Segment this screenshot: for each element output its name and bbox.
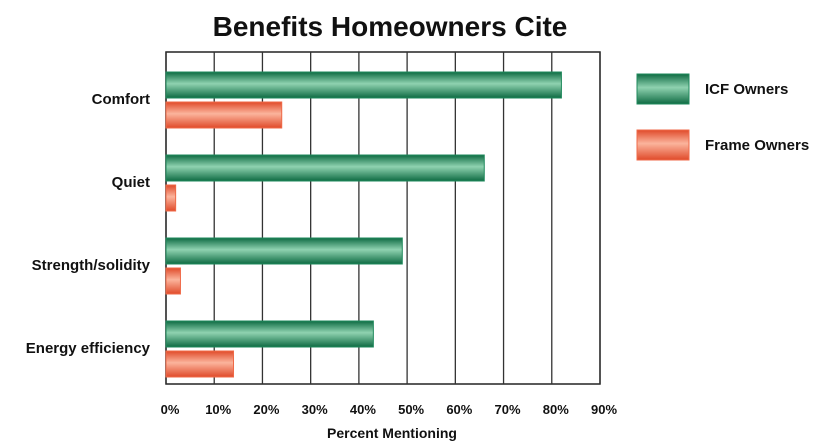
bar-icf-owners (165, 320, 374, 348)
bar-frame-owners (165, 350, 235, 378)
bar-frame-owners (165, 101, 283, 129)
x-tick-label: 40% (350, 402, 376, 417)
x-tick-label: 20% (253, 402, 279, 417)
legend-label: ICF Owners (705, 81, 788, 98)
category-label: Strength/solidity (32, 257, 151, 274)
bar-frame-owners (165, 267, 181, 295)
x-tick-label: 10% (205, 402, 231, 417)
x-tick-label: 80% (543, 402, 569, 417)
x-tick-label: 50% (398, 402, 424, 417)
category-label: Comfort (92, 91, 150, 108)
x-tick-label: 60% (446, 402, 472, 417)
legend: ICF Owners Frame Owners (636, 73, 809, 161)
bar-icf-owners (165, 237, 403, 265)
legend-swatch (636, 129, 690, 161)
x-tick-label: 90% (591, 402, 617, 417)
x-axis-label: Percent Mentioning (327, 425, 457, 441)
x-tick-label: 70% (495, 402, 521, 417)
bar-icf-owners (165, 71, 562, 99)
legend-label: Frame Owners (705, 137, 809, 154)
plot-area: 0% 10% 20% 30% 40% 50% 60% 70% 80% 90% Comfort Quie… (26, 51, 617, 417)
x-tick-label: 30% (302, 402, 328, 417)
bar-frame-owners (165, 184, 177, 212)
legend-swatch (636, 73, 690, 105)
chart-title: Benefits Homeowners Cite (213, 11, 568, 42)
category-label: Energy efficiency (26, 340, 151, 357)
category-label: Quiet (112, 174, 150, 191)
x-tick-label: 0% (161, 402, 180, 417)
bar-icf-owners (165, 154, 485, 182)
